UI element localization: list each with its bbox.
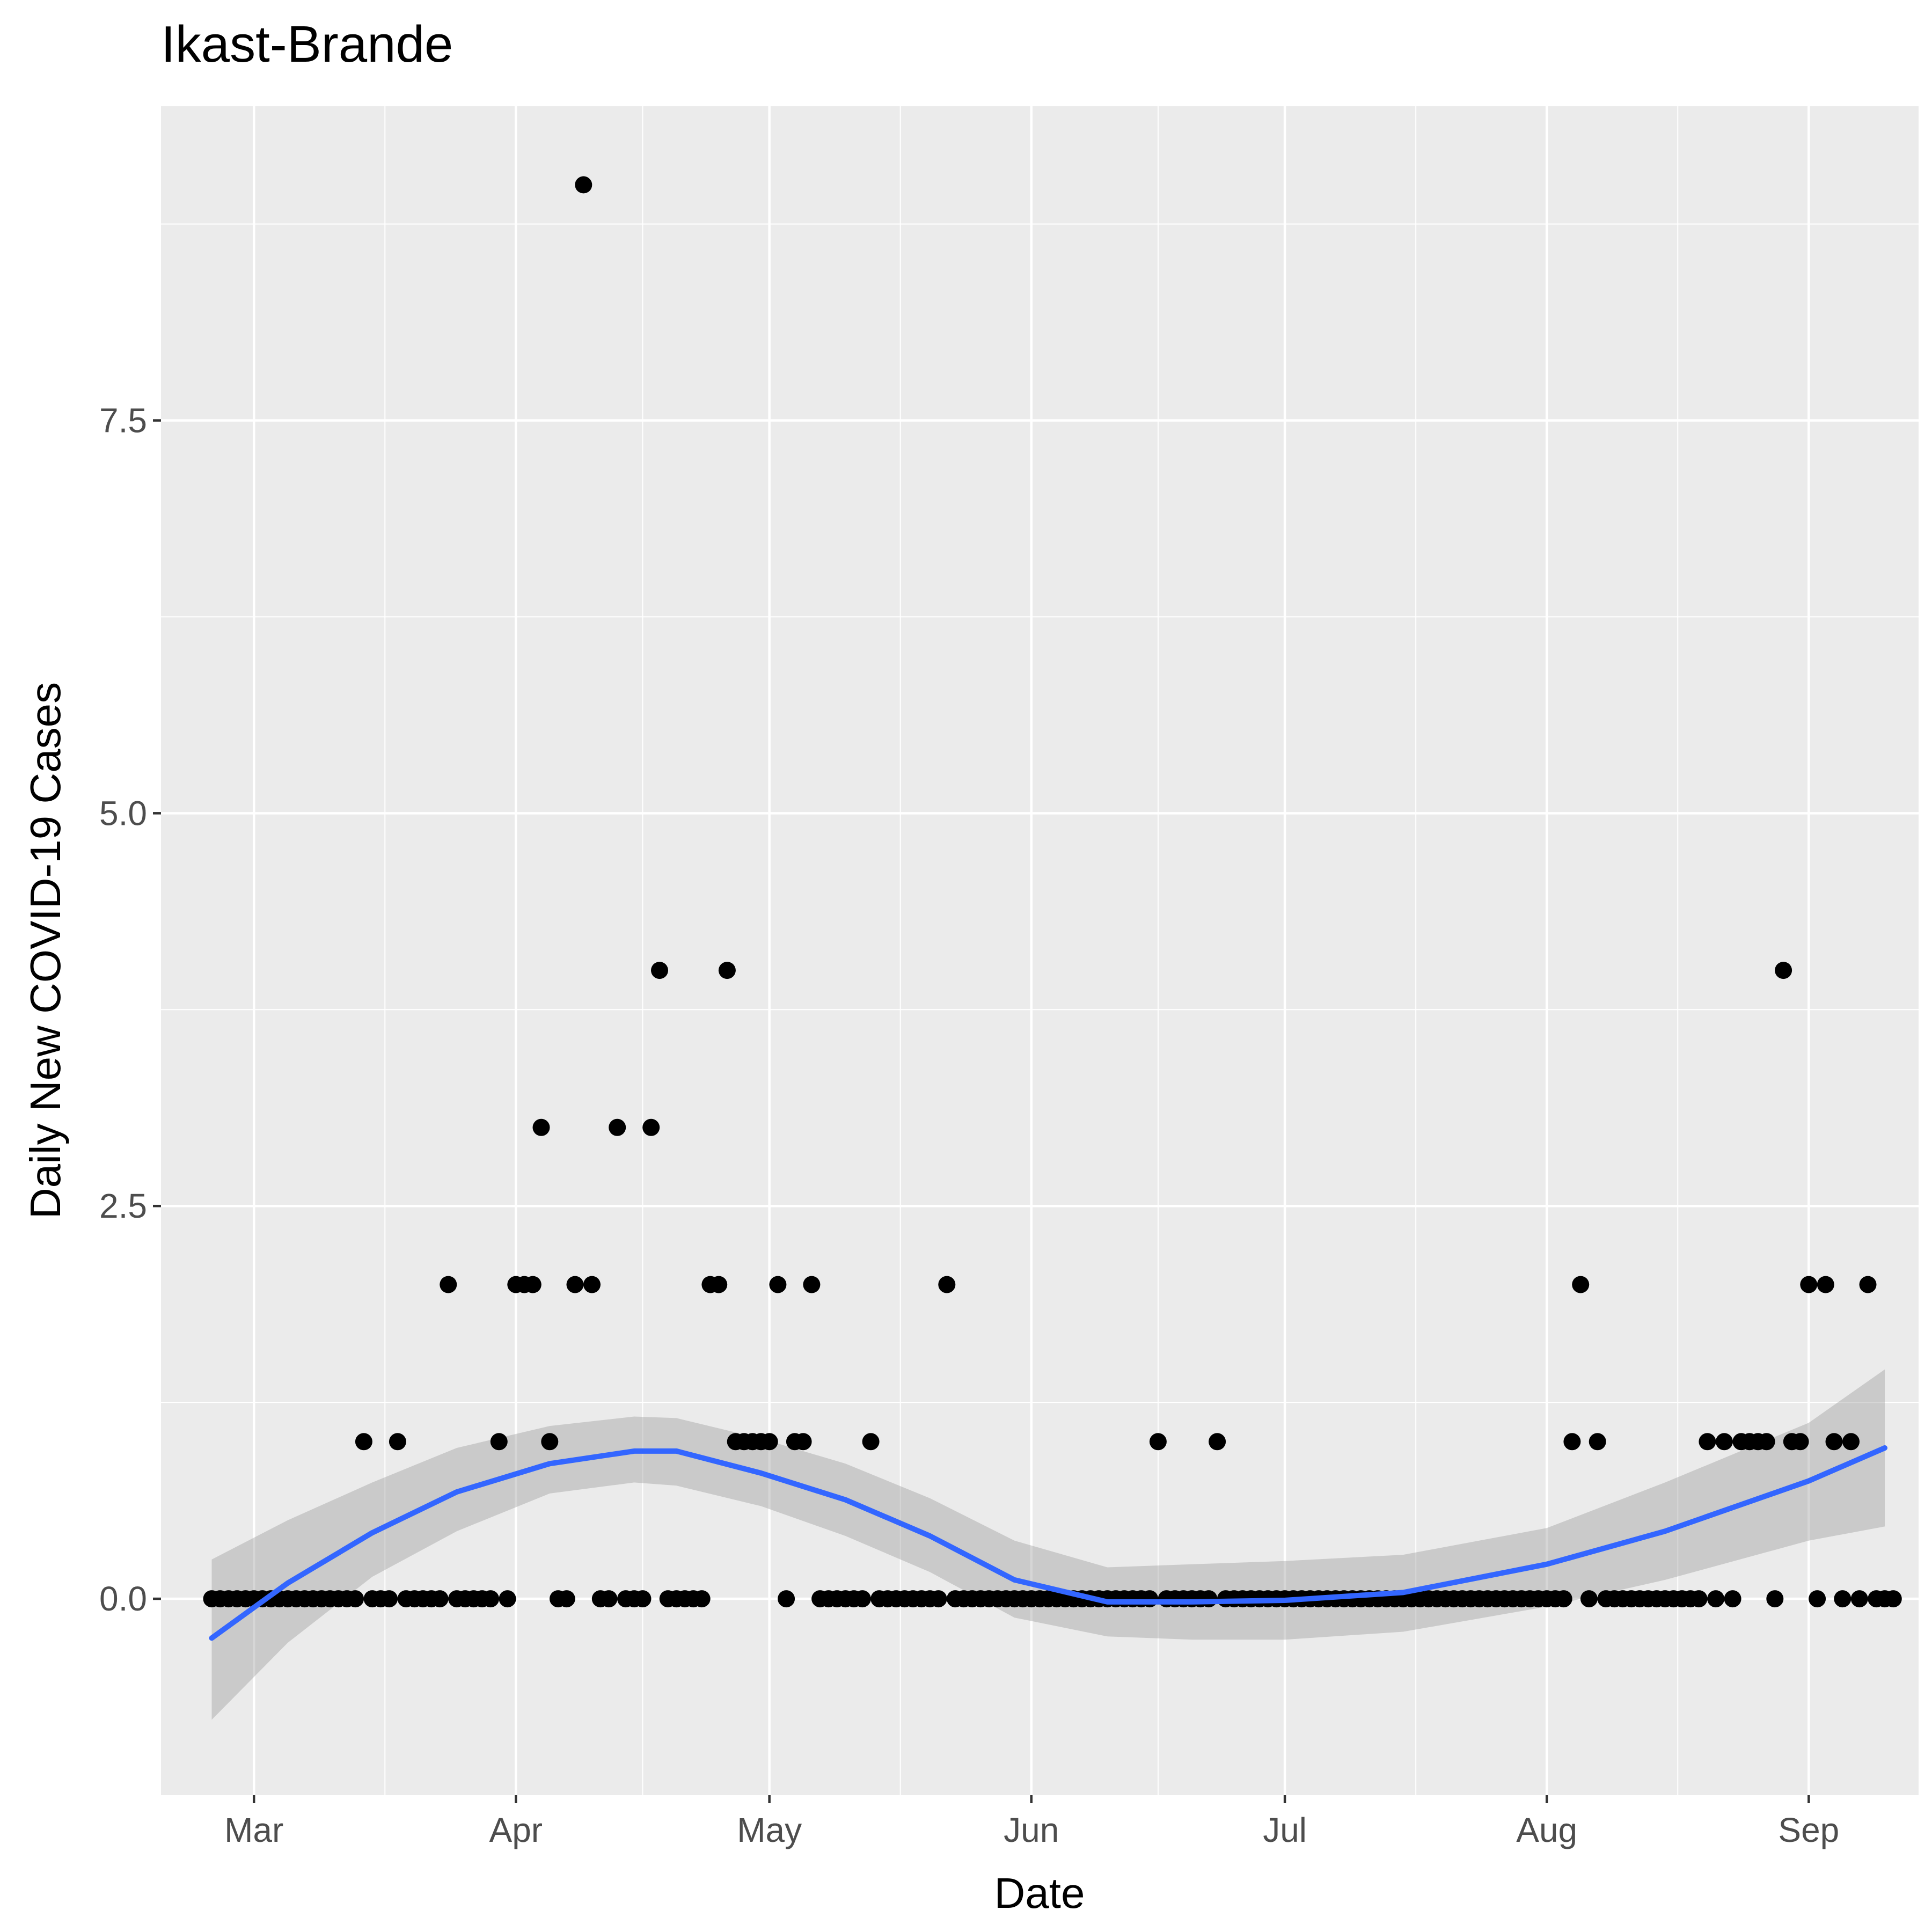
data-point bbox=[1825, 1433, 1843, 1451]
data-point bbox=[600, 1590, 618, 1608]
data-point bbox=[1200, 1590, 1218, 1608]
data-point bbox=[1758, 1433, 1775, 1451]
y-axis-title: Daily New COVID-19 Cases bbox=[21, 682, 69, 1219]
data-point bbox=[1850, 1590, 1868, 1608]
data-point bbox=[440, 1276, 457, 1293]
data-point bbox=[862, 1433, 880, 1451]
data-point bbox=[355, 1433, 372, 1451]
data-point bbox=[532, 1118, 550, 1136]
data-point bbox=[930, 1590, 947, 1608]
confidence-band bbox=[211, 1369, 1885, 1720]
x-tick-label: Jul bbox=[1263, 1811, 1307, 1849]
y-tick-label: 2.5 bbox=[99, 1187, 147, 1225]
data-point bbox=[524, 1276, 541, 1293]
data-point bbox=[1791, 1433, 1809, 1451]
data-point bbox=[778, 1590, 795, 1608]
x-tick-label: May bbox=[737, 1811, 802, 1849]
data-point bbox=[718, 962, 736, 979]
data-point bbox=[1859, 1276, 1877, 1293]
data-point bbox=[490, 1433, 508, 1451]
data-point bbox=[1589, 1433, 1606, 1451]
data-point bbox=[1572, 1276, 1590, 1293]
data-point bbox=[1209, 1433, 1226, 1451]
data-point bbox=[1580, 1590, 1598, 1608]
chart-title: Ikast-Brande bbox=[161, 16, 453, 73]
confidence-ribbon bbox=[211, 1369, 1885, 1720]
data-point bbox=[1555, 1590, 1572, 1608]
data-point bbox=[710, 1276, 728, 1293]
data-point bbox=[431, 1590, 449, 1608]
data-point bbox=[558, 1590, 575, 1608]
data-point bbox=[575, 176, 592, 194]
smooth-line-path bbox=[209, 1445, 1887, 1641]
data-point bbox=[347, 1590, 364, 1608]
x-tick-label: Jun bbox=[1004, 1811, 1059, 1849]
data-point bbox=[651, 962, 668, 979]
data-point bbox=[794, 1433, 812, 1451]
data-point bbox=[853, 1590, 871, 1608]
data-point bbox=[1563, 1433, 1581, 1451]
data-point bbox=[1775, 962, 1792, 979]
x-tick-label: Mar bbox=[224, 1811, 283, 1849]
data-point bbox=[642, 1118, 660, 1136]
data-point bbox=[1699, 1433, 1716, 1451]
data-point bbox=[769, 1276, 787, 1293]
data-point bbox=[1149, 1433, 1167, 1451]
data-point bbox=[566, 1276, 584, 1293]
y-tick-label: 5.0 bbox=[99, 794, 147, 832]
data-point bbox=[1842, 1433, 1860, 1451]
data-point bbox=[482, 1590, 500, 1608]
data-point bbox=[1766, 1590, 1784, 1608]
data-point bbox=[1817, 1276, 1834, 1293]
smooth-line bbox=[209, 1445, 1887, 1641]
data-point bbox=[1809, 1590, 1826, 1608]
data-point bbox=[583, 1276, 601, 1293]
data-point bbox=[499, 1590, 516, 1608]
data-point bbox=[634, 1590, 652, 1608]
x-tick-label: Aug bbox=[1516, 1811, 1577, 1849]
data-point bbox=[938, 1276, 956, 1293]
data-point bbox=[1800, 1276, 1818, 1293]
data-point bbox=[389, 1433, 406, 1451]
minor-gridlines bbox=[161, 106, 1919, 1795]
data-point bbox=[380, 1590, 398, 1608]
y-tick-label: 0.0 bbox=[99, 1579, 147, 1618]
data-point bbox=[803, 1276, 821, 1293]
x-tick-label: Apr bbox=[489, 1811, 543, 1849]
y-axis: 0.0 2.5 5.0 7.5 bbox=[99, 401, 161, 1618]
data-point bbox=[1724, 1590, 1741, 1608]
data-point bbox=[609, 1118, 626, 1136]
data-point bbox=[1690, 1590, 1708, 1608]
x-axis-title: Date bbox=[994, 1869, 1085, 1917]
y-tick-label: 7.5 bbox=[99, 401, 147, 440]
data-point bbox=[1884, 1590, 1902, 1608]
data-point bbox=[541, 1433, 559, 1451]
x-axis: Mar Apr May Jun Jul Aug Sep bbox=[224, 1795, 1839, 1849]
data-point bbox=[760, 1433, 778, 1451]
x-tick-label: Sep bbox=[1778, 1811, 1839, 1849]
data-point bbox=[1707, 1590, 1725, 1608]
data-point bbox=[1834, 1590, 1851, 1608]
data-point bbox=[1715, 1433, 1733, 1451]
data-point bbox=[693, 1590, 711, 1608]
data-point bbox=[1141, 1590, 1159, 1608]
plot-panel bbox=[161, 106, 1919, 1795]
